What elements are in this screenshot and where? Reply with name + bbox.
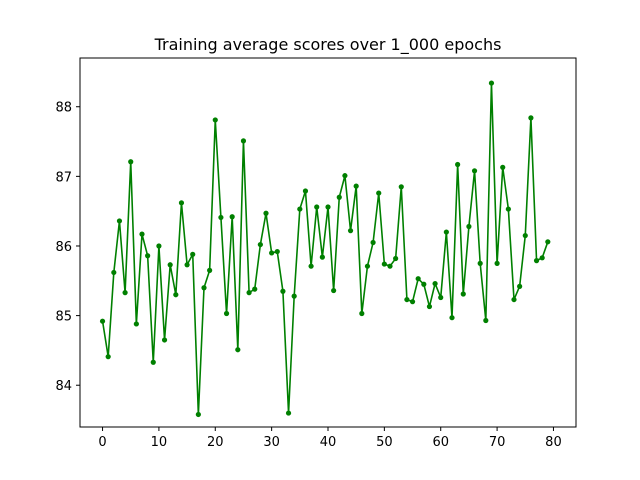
data-point xyxy=(471,168,478,174)
data-point xyxy=(325,204,331,210)
data-point xyxy=(274,248,280,255)
y-tick-label: 85 xyxy=(55,310,72,325)
data-point xyxy=(376,190,382,196)
y-tick-label: 88 xyxy=(55,101,72,116)
x-tick-label: 30 xyxy=(263,435,280,450)
data-point xyxy=(409,299,416,305)
data-point xyxy=(223,310,230,317)
data-point xyxy=(308,263,314,269)
data-point xyxy=(460,291,466,297)
data-point xyxy=(545,239,551,245)
data-point xyxy=(285,410,292,416)
y-tick-label: 84 xyxy=(55,379,72,394)
data-point xyxy=(122,290,128,296)
data-point xyxy=(178,200,185,206)
data-point xyxy=(257,241,263,248)
data-point xyxy=(173,292,179,298)
data-point xyxy=(302,188,309,194)
data-point xyxy=(426,303,433,310)
data-point xyxy=(331,287,337,294)
data-point xyxy=(116,218,123,224)
data-point xyxy=(347,228,354,234)
data-point xyxy=(381,261,387,267)
x-tick-label: 0 xyxy=(98,435,106,450)
data-point xyxy=(263,210,269,216)
data-point xyxy=(161,337,168,343)
data-point xyxy=(353,183,359,189)
data-point xyxy=(539,255,545,261)
x-tick-label: 40 xyxy=(320,435,337,450)
data-point xyxy=(511,296,517,303)
data-point xyxy=(240,138,247,144)
axes-frame xyxy=(79,57,577,428)
x-tick-label: 20 xyxy=(207,435,224,450)
data-point xyxy=(483,317,489,324)
data-point xyxy=(190,251,196,257)
data-point xyxy=(477,260,483,266)
data-point xyxy=(342,173,348,179)
x-tick-label: 10 xyxy=(151,435,168,450)
data-point xyxy=(229,214,235,220)
data-point xyxy=(218,214,224,221)
x-tick-label: 60 xyxy=(432,435,449,450)
data-point xyxy=(167,262,173,268)
x-tick-label: 50 xyxy=(376,435,393,450)
data-point xyxy=(150,359,156,365)
y-tick-label: 87 xyxy=(55,170,72,185)
data-point xyxy=(528,115,534,121)
plot-area: 0 10 20 30 40 50 60 70 80 84 85 86 87 88 xyxy=(55,57,577,450)
data-point xyxy=(533,258,540,264)
data-point xyxy=(128,159,134,165)
data-point xyxy=(184,262,190,268)
data-point xyxy=(99,318,106,324)
data-point xyxy=(415,276,421,282)
data-point xyxy=(111,269,117,276)
series-line xyxy=(101,82,549,416)
data-point xyxy=(359,310,365,317)
x-tick-label: 80 xyxy=(545,435,562,450)
data-point xyxy=(421,281,427,287)
data-point xyxy=(488,80,495,86)
data-point xyxy=(235,347,241,353)
data-point xyxy=(500,164,506,170)
x-tick-label: 70 xyxy=(489,435,506,450)
data-point xyxy=(145,253,151,259)
data-point xyxy=(393,255,399,262)
data-point xyxy=(314,204,320,210)
data-point xyxy=(319,254,325,260)
data-point xyxy=(387,263,393,269)
data-point xyxy=(139,231,145,237)
data-point xyxy=(404,296,410,303)
data-point xyxy=(207,267,213,273)
data-point xyxy=(212,117,218,123)
data-point xyxy=(252,286,258,292)
data-point xyxy=(443,229,449,235)
data-point xyxy=(370,239,376,246)
data-point xyxy=(517,283,523,289)
data-point xyxy=(432,280,438,287)
data-point xyxy=(438,294,444,301)
data-point xyxy=(201,285,207,291)
data-point xyxy=(280,288,286,294)
data-point xyxy=(494,260,500,266)
data-point xyxy=(398,184,404,190)
data-point xyxy=(336,194,342,200)
data-point xyxy=(105,354,111,360)
data-point xyxy=(246,290,252,296)
data-point xyxy=(455,161,461,168)
data-point xyxy=(269,250,275,256)
data-point xyxy=(195,411,201,418)
data-point xyxy=(297,206,303,212)
y-tick-label: 86 xyxy=(55,240,72,255)
chart-title: Training average scores over 1_000 epoch… xyxy=(154,35,502,55)
data-point xyxy=(364,263,371,269)
data-point xyxy=(522,232,528,239)
data-point xyxy=(291,293,297,299)
data-point xyxy=(133,321,139,327)
data-point xyxy=(449,315,455,321)
data-point xyxy=(466,223,472,230)
data-point xyxy=(156,243,162,249)
data-point xyxy=(505,206,511,212)
